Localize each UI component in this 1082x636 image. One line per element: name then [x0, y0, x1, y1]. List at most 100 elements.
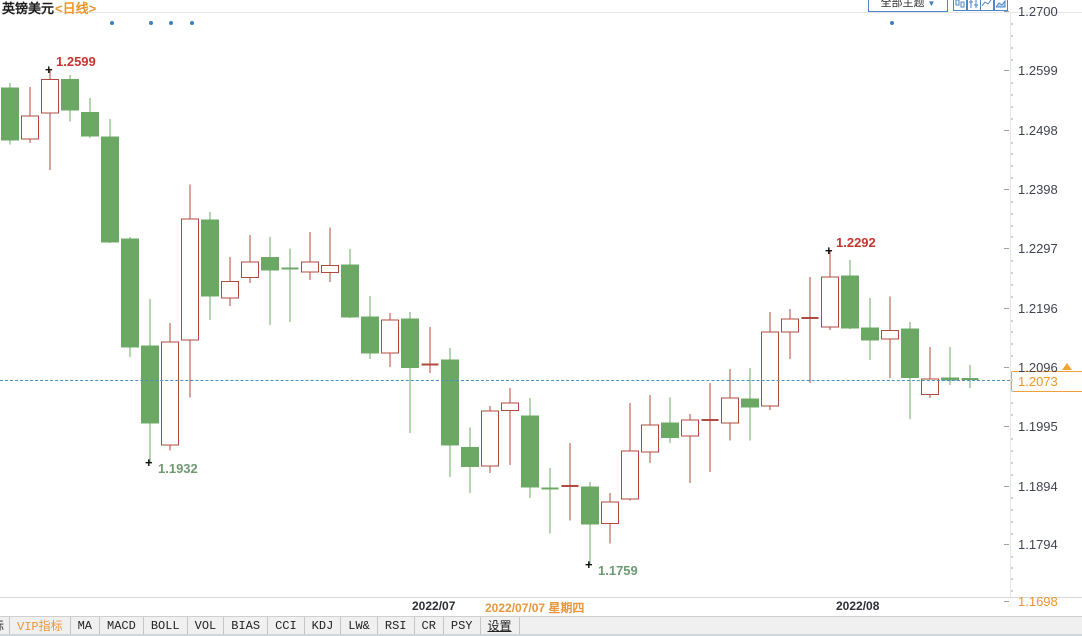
- y-axis-label: 1.2700: [1018, 4, 1058, 19]
- candle-body: [901, 328, 919, 378]
- y-axis-label: 1.1698: [1018, 594, 1058, 609]
- candle-body: [101, 136, 119, 243]
- candle-body: [341, 264, 359, 318]
- y-axis-minor-tick: [1011, 402, 1013, 405]
- tab-label: KDJ: [311, 618, 334, 633]
- candle-body: [521, 415, 539, 488]
- candlestick-style-icon[interactable]: [953, 0, 967, 11]
- y-axis-minor-tick: [1011, 236, 1013, 239]
- current-price-tag: 1.2073: [1011, 371, 1082, 392]
- ohlc-style-icon[interactable]: [966, 0, 981, 11]
- candle-body: [461, 446, 479, 468]
- y-axis-minor-tick: [1011, 106, 1013, 109]
- y-axis-minor-tick: [1011, 58, 1013, 61]
- tab-vip指标[interactable]: VIP指标: [10, 617, 71, 634]
- candle-body: [481, 410, 499, 467]
- plus-marker-icon: +: [145, 455, 153, 471]
- theme-dropdown[interactable]: 全部主题 ▼: [868, 0, 948, 12]
- y-axis-minor-tick: [1011, 153, 1013, 156]
- chevron-down-icon: ▼: [927, 0, 936, 8]
- y-axis-line: [1010, 12, 1011, 598]
- candle-body: [401, 318, 419, 368]
- y-axis-minor-tick: [1011, 94, 1013, 97]
- tab-label: PSY: [450, 618, 473, 633]
- tab-cr[interactable]: CR: [415, 617, 444, 634]
- y-axis-minor-tick: [1011, 378, 1013, 381]
- tab-bias[interactable]: BIAS: [224, 617, 269, 634]
- y-axis-minor-tick: [1011, 509, 1013, 512]
- x-axis-label: 2022/07: [412, 599, 456, 613]
- current-price-value: 1.2073: [1018, 374, 1058, 389]
- y-axis-tick: [1004, 366, 1009, 368]
- x-axis-label: 2022/08: [836, 599, 880, 613]
- candle-body: [21, 115, 39, 140]
- candle-body: [761, 331, 779, 407]
- y-axis-minor-tick: [1011, 555, 1013, 558]
- y-axis-minor-tick: [1011, 449, 1013, 452]
- y-axis-minor-tick: [1011, 272, 1013, 275]
- tab-label: BIAS: [231, 618, 261, 633]
- y-axis-minor-tick: [1011, 177, 1013, 180]
- candle-body: [921, 378, 939, 395]
- tab-lw&[interactable]: LW&: [341, 617, 378, 634]
- y-axis-minor-tick: [1011, 82, 1013, 85]
- y-axis-minor-tick: [1011, 283, 1013, 286]
- line-style-icon[interactable]: [980, 0, 994, 11]
- tab-label: MACD: [107, 618, 136, 633]
- candle-body: [881, 330, 899, 340]
- tab-label: 设置: [487, 620, 512, 634]
- plus-marker-icon: +: [45, 62, 53, 78]
- tab-partial-clipped[interactable]: 标: [0, 617, 10, 634]
- y-axis-minor-tick: [1011, 141, 1013, 144]
- y-axis-minor-tick: [1011, 414, 1013, 417]
- y-axis-minor-tick: [1011, 390, 1013, 393]
- candle-body: [81, 111, 99, 137]
- tab-rsi[interactable]: RSI: [378, 617, 415, 634]
- y-axis-minor-tick: [1011, 438, 1013, 440]
- tab-ma[interactable]: MA: [71, 617, 101, 634]
- y-axis-tick: [1004, 544, 1009, 546]
- y-axis-minor-tick: [1011, 354, 1013, 357]
- tab-label: VIP指标: [17, 620, 63, 634]
- tab-vol[interactable]: VOL: [188, 617, 225, 634]
- y-axis-tick: [1004, 601, 1009, 602]
- candle-body: [661, 422, 679, 438]
- candle-body: [41, 78, 59, 114]
- tab-label: RSI: [384, 618, 407, 633]
- candle-body: [261, 257, 279, 271]
- event-dot-marker: [169, 21, 173, 25]
- candle-body: [121, 238, 139, 348]
- y-axis-label: 1.2498: [1018, 122, 1058, 138]
- candle-body: [301, 261, 319, 273]
- swing-low-label: 1.1759: [598, 563, 638, 579]
- y-axis-label: 1.1995: [1018, 419, 1058, 435]
- tab-boll[interactable]: BOLL: [144, 617, 188, 634]
- y-axis-minor-tick: [1011, 331, 1013, 334]
- y-axis-label: 1.2196: [1018, 300, 1058, 316]
- y-axis-label: 1.2599: [1018, 63, 1058, 79]
- candle-body: [501, 402, 519, 411]
- candle-body: [381, 319, 399, 354]
- tab-设置[interactable]: 设置: [481, 617, 520, 634]
- y-axis-minor-tick: [1011, 118, 1013, 121]
- tab-cci[interactable]: CCI: [268, 617, 305, 634]
- y-axis-label: 1.1794: [1018, 537, 1058, 553]
- y-axis-tick: [1004, 129, 1009, 131]
- y-axis-label: 1.2297: [1018, 241, 1058, 257]
- candle-body: [741, 398, 759, 408]
- candle-body: [621, 450, 639, 500]
- candle-body: [441, 359, 459, 446]
- top-separator: [0, 12, 1082, 13]
- candle-body: [221, 280, 239, 299]
- tab-psy[interactable]: PSY: [444, 617, 481, 634]
- tab-kdj[interactable]: KDJ: [305, 617, 342, 634]
- candle-body: [181, 218, 199, 341]
- candle-body: [721, 397, 739, 424]
- y-axis-minor-tick: [1011, 212, 1013, 215]
- area-style-icon[interactable]: [993, 0, 1008, 11]
- tab-macd[interactable]: MACD: [100, 617, 144, 634]
- y-axis-minor-tick: [1011, 295, 1013, 298]
- y-axis-tick: [1004, 307, 1009, 309]
